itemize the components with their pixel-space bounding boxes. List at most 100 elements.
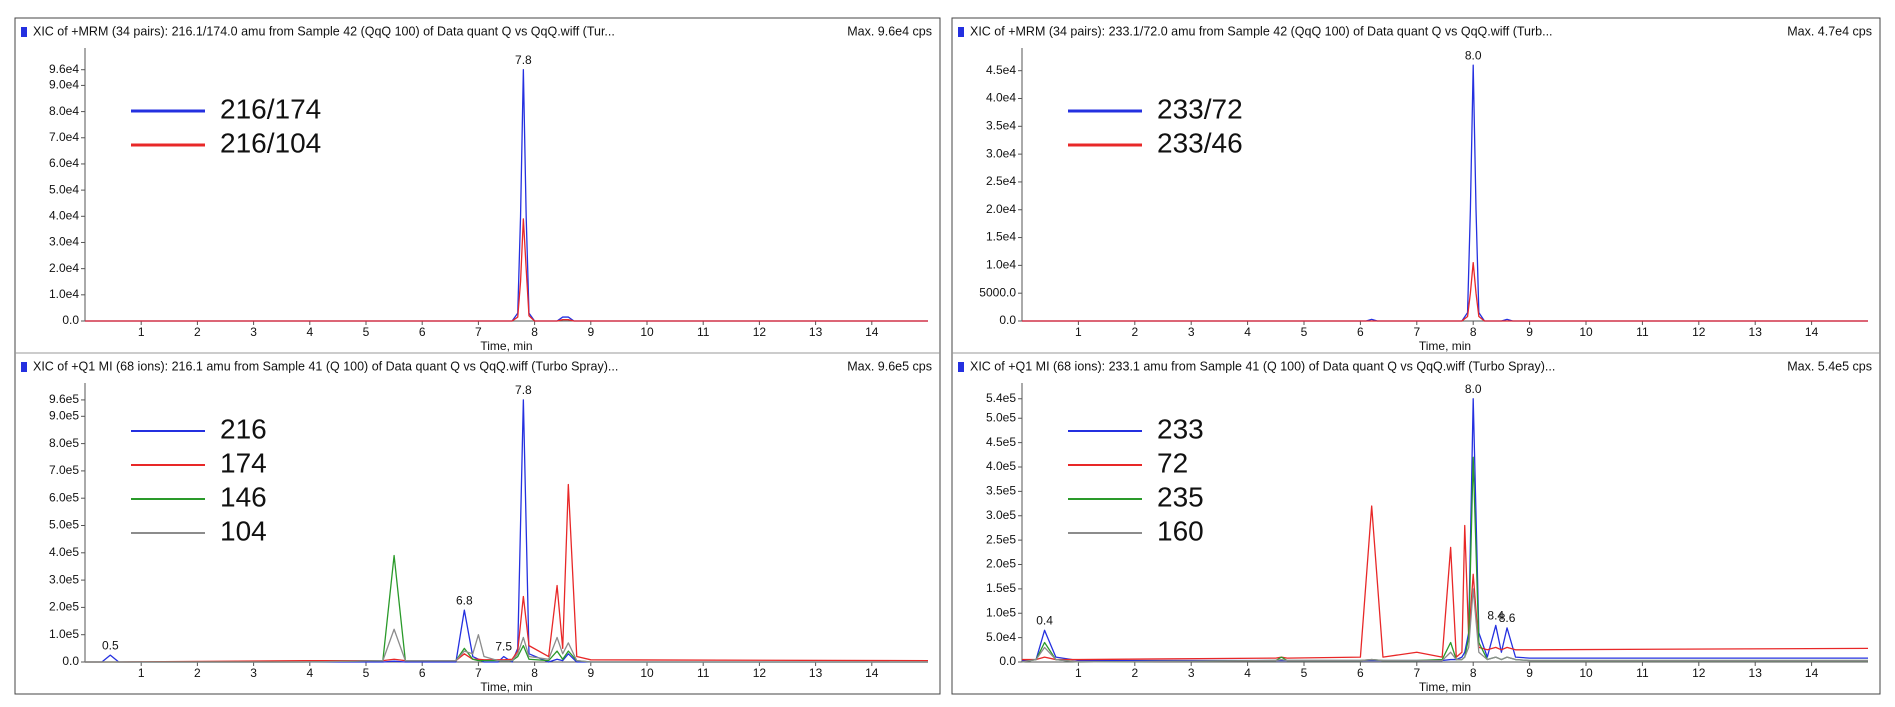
legend-label: 72 [1157, 447, 1188, 478]
y-tick-label: 0.0 [999, 654, 1016, 668]
y-tick-label: 2.0e5 [986, 557, 1016, 571]
y-tick-label: 2.0e5 [49, 600, 79, 614]
x-tick-label: 9 [1526, 666, 1533, 680]
x-tick-label: 5 [1301, 325, 1308, 339]
series-line [1022, 505, 1869, 661]
x-tick-label: 4 [1244, 666, 1251, 680]
header-marker [21, 362, 27, 372]
x-tick-label: 8 [531, 666, 538, 680]
y-tick-label: 9.0e4 [49, 78, 79, 92]
y-tick-label: 1.5e4 [986, 230, 1016, 244]
y-tick-label: 1.5e5 [986, 581, 1016, 595]
x-tick-label: 12 [753, 666, 767, 680]
peak-label: 8.4 [1487, 609, 1504, 623]
x-tick-label: 8 [531, 325, 538, 339]
max-label: Max. 4.7e4 cps [1787, 24, 1872, 38]
y-tick-label: 4.0e5 [49, 545, 79, 559]
panel-frame [951, 17, 1881, 695]
y-tick-label: 2.0e4 [986, 202, 1016, 216]
y-tick-label: 3.0e4 [49, 235, 79, 249]
x-tick-label: 8 [1470, 325, 1477, 339]
peak-label: 7.8 [515, 53, 532, 67]
series-line [1021, 588, 1868, 663]
x-tick-label: 10 [1579, 325, 1593, 339]
peak-label: 7.8 [515, 383, 532, 397]
y-tick-label: 5.0e5 [986, 410, 1016, 424]
y-tick-label: 5.0e4 [49, 182, 79, 196]
y-tick-label: 4.5e5 [986, 435, 1016, 449]
legend-label: 104 [220, 515, 267, 546]
x-tick-label: 7 [1413, 325, 1420, 339]
x-tick-label: 13 [809, 666, 823, 680]
y-tick-label: 0.0 [62, 654, 79, 668]
x-tick-label: 1 [1075, 325, 1082, 339]
panel-title: XIC of +Q1 MI (68 ions): 216.1 amu from … [33, 359, 618, 373]
legend-label: 216/104 [220, 127, 321, 158]
x-axis-label: Time, min [1419, 339, 1471, 353]
peak-label: 8.0 [1465, 382, 1482, 396]
panel-title: XIC of +Q1 MI (68 ions): 233.1 amu from … [970, 359, 1555, 373]
y-tick-label: 6.0e4 [49, 156, 79, 170]
x-tick-label: 2 [194, 666, 201, 680]
y-tick-label: 7.0e4 [49, 130, 79, 144]
y-tick-label: 5.0e5 [49, 518, 79, 532]
x-axis-label: Time, min [1419, 680, 1471, 694]
y-tick-label: 4.5e4 [986, 63, 1016, 77]
peak-label: 8.6 [1499, 611, 1516, 625]
legend-label: 233/46 [1157, 127, 1243, 158]
y-tick-label: 2.0e4 [49, 261, 79, 275]
y-tick-label: 7.0e5 [49, 463, 79, 477]
y-tick-label: 2.5e4 [986, 174, 1016, 188]
y-tick-label: 1.0e5 [986, 605, 1016, 619]
x-tick-label: 7 [1413, 666, 1420, 680]
y-tick-label: 6.0e5 [49, 490, 79, 504]
x-tick-label: 9 [587, 666, 594, 680]
x-tick-label: 9 [1526, 325, 1533, 339]
y-tick-label: 3.0e5 [49, 572, 79, 586]
x-tick-label: 14 [1805, 666, 1819, 680]
y-tick-label: 8.0e5 [49, 436, 79, 450]
x-tick-label: 11 [697, 325, 710, 339]
x-tick-label: 1 [138, 666, 145, 680]
x-tick-label: 14 [865, 325, 879, 339]
legend-label: 233 [1157, 413, 1204, 444]
series-line [1022, 261, 1868, 322]
legend-label: 146 [220, 481, 267, 512]
x-tick-label: 10 [1579, 666, 1593, 680]
y-tick-label: 8.0e4 [49, 104, 79, 118]
x-tick-label: 13 [809, 325, 823, 339]
x-tick-label: 1 [1075, 666, 1082, 680]
y-tick-label: 2.5e5 [986, 532, 1016, 546]
series-line [1021, 398, 1868, 662]
series-line [85, 69, 928, 322]
y-tick-label: 3.5e4 [986, 118, 1016, 132]
x-tick-label: 2 [194, 325, 201, 339]
legend-label: 216/174 [220, 93, 321, 124]
legend-label: 235 [1157, 481, 1204, 512]
x-tick-label: 12 [1692, 325, 1706, 339]
x-tick-label: 6 [1357, 666, 1364, 680]
x-tick-label: 2 [1131, 666, 1138, 680]
legend-label: 216 [220, 413, 267, 444]
y-tick-label: 5.4e5 [986, 391, 1016, 405]
series-line [85, 218, 928, 322]
peak-label: 8.0 [1465, 48, 1482, 62]
x-tick-label: 3 [250, 666, 257, 680]
y-tick-label: 3.5e5 [986, 484, 1016, 498]
x-tick-label: 8 [1470, 666, 1477, 680]
legend-label: 160 [1157, 515, 1204, 546]
y-tick-label: 3.0e5 [986, 508, 1016, 522]
x-tick-label: 6 [419, 325, 426, 339]
panel-frame [14, 17, 941, 695]
series-line [85, 483, 929, 663]
series-line [1022, 64, 1868, 322]
x-tick-label: 3 [1188, 325, 1195, 339]
header-marker [21, 27, 27, 37]
x-tick-label: 4 [306, 666, 313, 680]
peak-label: 7.5 [495, 640, 512, 654]
x-tick-label: 4 [1244, 325, 1251, 339]
y-tick-label: 0.0 [999, 313, 1016, 327]
y-tick-label: 5000.0 [979, 285, 1016, 299]
